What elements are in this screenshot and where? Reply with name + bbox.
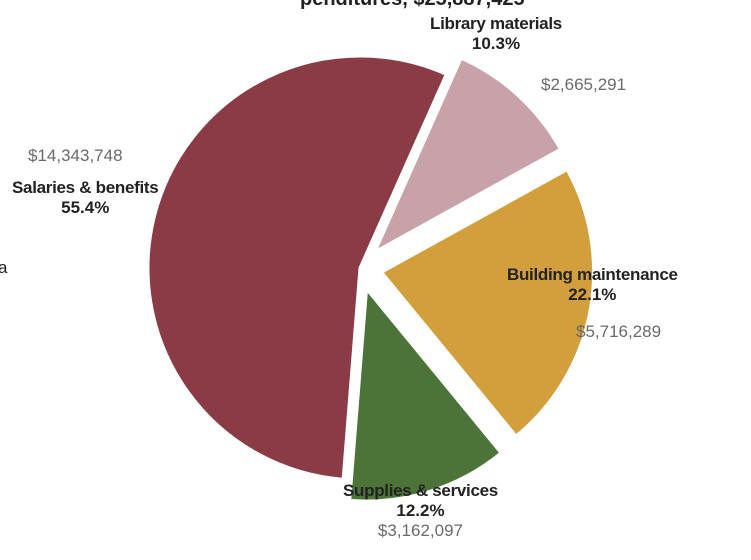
slice-amount-salaries-benefits: $14,343,748 (28, 146, 123, 166)
slice-amount-building-maintenance: $5,716,289 (576, 322, 661, 342)
pie-slice-library-materials (371, 56, 563, 256)
slice-name: Building maintenance (507, 265, 678, 284)
slice-name: Library materials (430, 14, 562, 33)
left-edge-fragment: a (0, 258, 8, 277)
slice-amount-library-materials: $2,665,291 (541, 75, 626, 95)
pie-slice-building-maintenance (379, 167, 596, 439)
pie-slice-salaries-benefits (146, 54, 449, 481)
slice-percent: 12.2% (396, 501, 445, 521)
slice-label-library-materials: Library materials 10.3% (430, 14, 562, 54)
slice-name: Supplies & services (343, 481, 498, 500)
slice-label-salaries-benefits: Salaries & benefits 55.4% (12, 178, 159, 218)
pie-slice-supplies-services (348, 285, 504, 503)
slice-label-building-maintenance: Building maintenance 22.1% (507, 265, 678, 305)
slice-name: Salaries & benefits (12, 178, 159, 197)
slice-amount: $3,162,097 (377, 521, 464, 541)
slice-percent: 22.1% (568, 285, 617, 305)
slice-amount: $14,343,748 (28, 146, 123, 165)
slice-percent: 55.4% (61, 198, 110, 218)
slice-amount: $2,665,291 (541, 75, 627, 94)
slice-amount: $5,716,289 (576, 322, 662, 341)
slice-label-supplies-services: Supplies & services 12.2% $3,162,097 (343, 481, 498, 541)
slice-percent: 10.3% (471, 34, 521, 54)
title-fragment: penditures, $25,887,425 (300, 0, 525, 11)
